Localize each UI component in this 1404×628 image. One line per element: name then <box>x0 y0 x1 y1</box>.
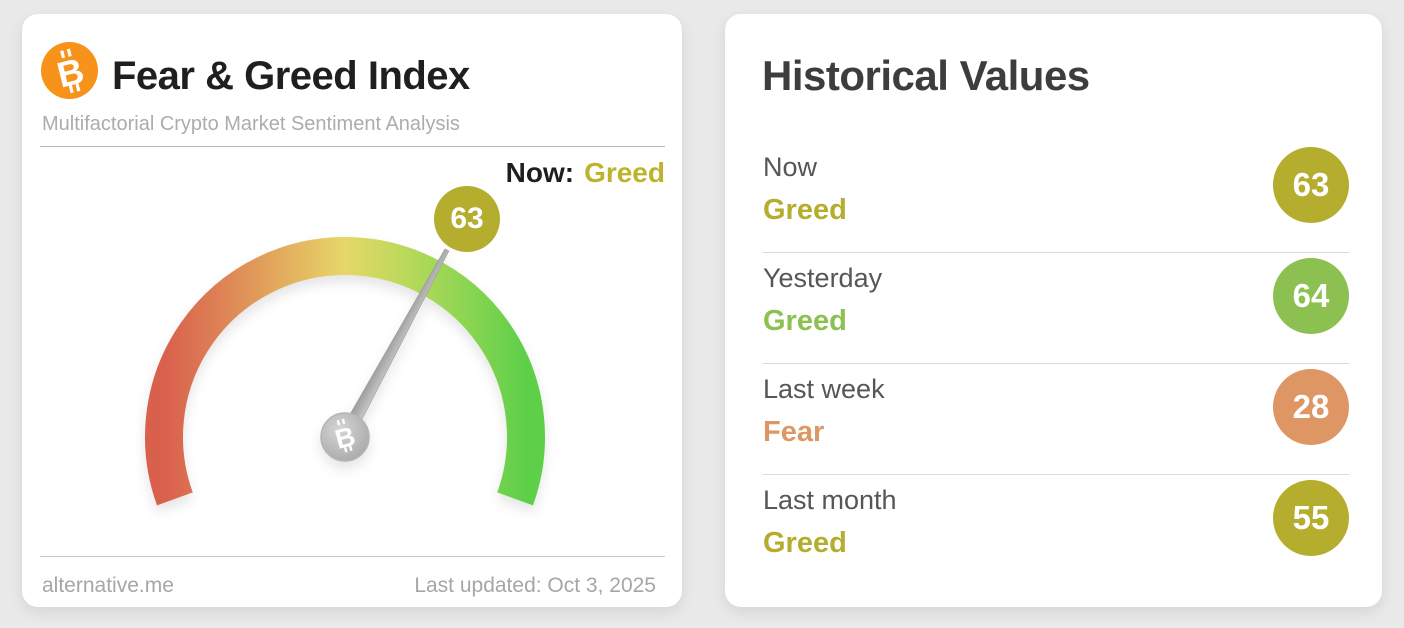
fear-greed-gauge-card: B Fear & Greed Index Multifactorial Cryp… <box>22 14 682 607</box>
row-divider <box>763 363 1349 364</box>
gauge-chart: B <box>145 237 545 506</box>
history-row-now: Now Greed 63 <box>763 142 1349 253</box>
footer-divider <box>40 556 665 557</box>
last-updated-text: Last updated: Oct 3, 2025 <box>414 574 656 597</box>
row-label: Last month <box>763 485 897 515</box>
history-row-yesterday: Yesterday Greed 64 <box>763 253 1349 364</box>
now-classification: Greed <box>584 157 665 188</box>
header-divider <box>40 146 665 147</box>
gauge-hub: B <box>320 412 370 462</box>
row-value-badge: 55 <box>1273 480 1349 556</box>
row-divider <box>763 252 1349 253</box>
history-row-last-month: Last month Greed 55 <box>763 475 1349 586</box>
history-row-last-week: Last week Fear 28 <box>763 364 1349 475</box>
row-value-badge: 28 <box>1273 369 1349 445</box>
row-label: Yesterday <box>763 263 883 293</box>
row-label: Last week <box>763 374 885 404</box>
historical-values-title: Historical Values <box>762 52 1090 99</box>
now-prefix: Now: <box>505 157 575 188</box>
bitcoin-icon: B <box>41 42 98 99</box>
bitcoin-letter: B <box>53 50 88 95</box>
row-classification: Greed <box>763 194 847 226</box>
row-classification: Greed <box>763 305 847 337</box>
current-sentiment-label: Now: Greed <box>506 157 665 189</box>
page-subtitle: Multifactorial Crypto Market Sentiment A… <box>42 113 460 135</box>
row-label: Now <box>763 152 818 182</box>
gauge-value-badge: 63 <box>434 186 500 252</box>
gauge-arc <box>145 237 545 506</box>
row-divider <box>763 474 1349 475</box>
source-link[interactable]: alternative.me <box>42 574 174 597</box>
bitcoin-glyph: B <box>53 48 88 95</box>
row-value-badge: 64 <box>1273 258 1349 334</box>
page-title: Fear & Greed Index <box>112 54 470 98</box>
row-classification: Greed <box>763 527 847 559</box>
historical-values-card: Historical Values Now Greed 63 Yesterday… <box>725 14 1382 607</box>
row-value-badge: 63 <box>1273 147 1349 223</box>
historical-rows: Now Greed 63 Yesterday Greed 64 Last wee… <box>763 142 1349 586</box>
row-classification: Fear <box>763 416 825 448</box>
